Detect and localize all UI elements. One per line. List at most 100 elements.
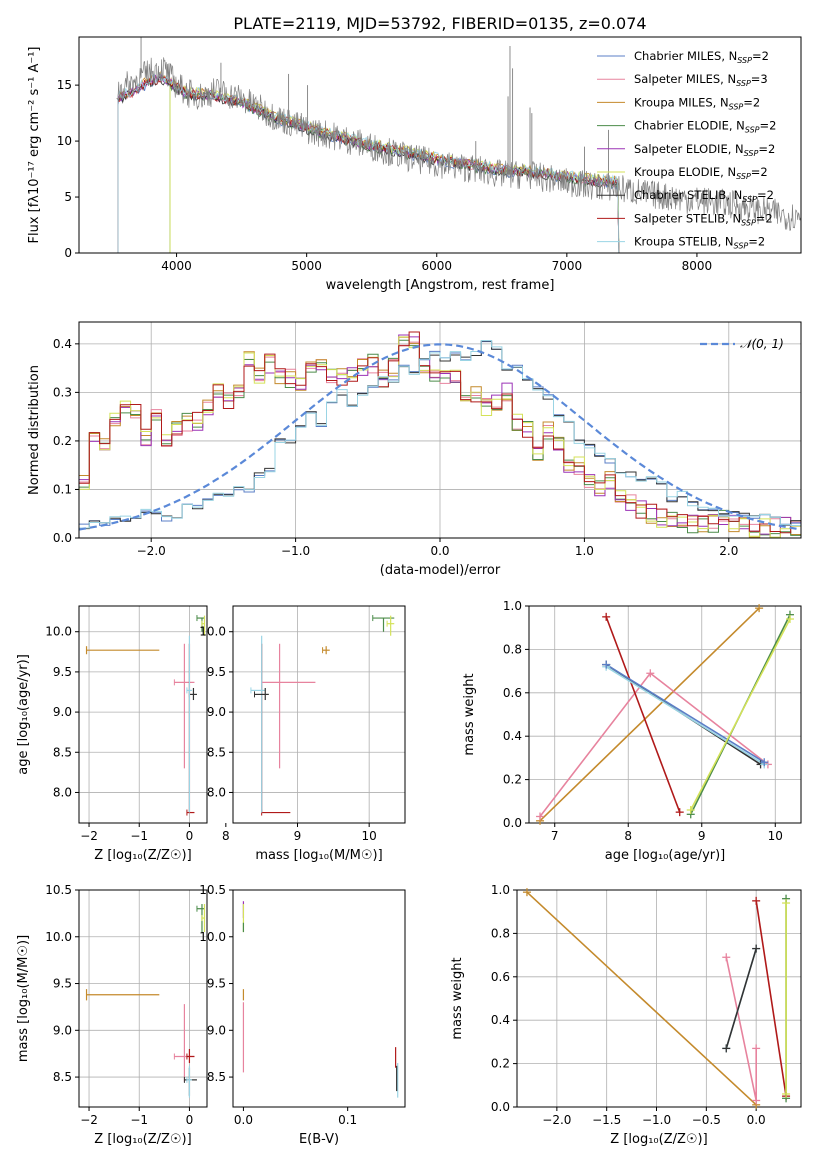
weight_vs_Z-plot-area <box>517 890 801 1107</box>
y-tick-label: 0.1 <box>53 482 72 496</box>
weight-line <box>526 891 757 1106</box>
y-tick-label: 0.4 <box>53 337 72 351</box>
x-tick-label: −2 <box>80 1113 98 1127</box>
weight-line <box>605 663 765 763</box>
x-tick-label: −2.0 <box>542 1113 571 1127</box>
mass_vs_Z-frame <box>78 889 208 1108</box>
spectrum-frame <box>78 36 802 254</box>
age_vs_Z-plot-area <box>79 606 207 823</box>
y-tick-label: 10.5 <box>45 883 72 897</box>
x-tick-label: 1.0 <box>575 544 594 558</box>
x-axis-label: Z [log₁₀(Z/Z☉)] <box>94 1132 191 1147</box>
y-tick-label: 9.5 <box>207 977 226 991</box>
y-tick-label: 9.0 <box>207 705 226 719</box>
legend-label: Kroupa MILES, NSSP=2 <box>634 95 760 111</box>
y-tick-label: 10.0 <box>45 625 72 639</box>
x-axis-label: Z [log₁₀(Z/Z☉)] <box>94 848 191 863</box>
y-tick-label: 0.4 <box>491 1013 510 1027</box>
x-tick-label: 2.0 <box>719 544 738 558</box>
legend-value: =2 <box>743 95 760 109</box>
y-tick-label: 0.2 <box>491 1057 510 1071</box>
model-line <box>117 75 620 253</box>
y-tick-label: 9.5 <box>53 977 72 991</box>
y-tick-label: 0.8 <box>491 926 510 940</box>
legend-subscript: SSP <box>737 56 752 65</box>
model-line <box>117 72 620 253</box>
y-tick-label: 5 <box>64 190 72 204</box>
y-tick-label: 15 <box>57 78 72 92</box>
y-tick-label: 0.6 <box>503 686 522 700</box>
weight-line <box>755 900 787 1097</box>
weight-line <box>725 948 757 1049</box>
legend-value: =2 <box>757 188 774 202</box>
mass_vs_Z-plot-area <box>79 890 207 1107</box>
weight-line <box>605 616 681 813</box>
legend-label: 𝒩(0, 1) <box>740 337 784 351</box>
x-tick-label: 9 <box>698 829 706 843</box>
residuals-plot-area <box>79 322 801 538</box>
x-tick-label: 5000 <box>291 259 322 273</box>
x-tick-label: −1.5 <box>592 1113 621 1127</box>
x-tick-label: 0.0 <box>747 1113 766 1127</box>
y-tick-label: 0.2 <box>53 434 72 448</box>
figure-title: PLATE=2119, MJD=53792, FIBERID=0135, z=0… <box>233 14 646 33</box>
weight_vs_Z-frame <box>516 889 802 1108</box>
legend-subscript: SSP <box>729 102 744 111</box>
y-tick-label: 8.0 <box>207 785 226 799</box>
y-tick-label: 9.0 <box>53 1023 72 1037</box>
y-tick-label: 0.0 <box>53 531 72 545</box>
y-tick-label: 0.6 <box>491 970 510 984</box>
y-tick-label: 0.2 <box>503 773 522 787</box>
observed-spectrum <box>116 57 801 231</box>
mass_vs_EBV-plot-area <box>242 901 399 1098</box>
y-tick-label: 8.0 <box>53 785 72 799</box>
y-axis-label: mass weight <box>462 673 477 755</box>
x-tick-label: −1.0 <box>642 1113 671 1127</box>
legend-label: Salpeter ELODIE, NSSP=2 <box>634 142 775 158</box>
legend-label: Kroupa STELIB, NSSP=2 <box>634 235 765 251</box>
y-axis-label: Flux [fλ10⁻¹⁷ erg cm⁻² s⁻¹ A⁻¹] <box>27 47 42 244</box>
legend-label: Chabrier ELODIE, NSSP=2 <box>634 119 776 135</box>
normal-curve <box>79 343 799 531</box>
x-tick-label: 0.0 <box>234 1113 253 1127</box>
x-tick-label: −1 <box>130 1113 148 1127</box>
y-tick-label: 0.0 <box>503 816 522 830</box>
y-axis-label: mass [log₁₀(M/M☉)] <box>16 935 31 1062</box>
y-tick-label: 9.5 <box>53 665 72 679</box>
x-tick-label: −1 <box>130 829 148 843</box>
y-tick-label: 10 <box>57 134 72 148</box>
y-tick-label: 9.0 <box>53 705 72 719</box>
legend-subscript: SSP <box>742 195 757 204</box>
histogram-step <box>79 334 801 538</box>
y-tick-label: 1.0 <box>503 599 522 613</box>
y-tick-label: 8.5 <box>207 1070 226 1084</box>
legend-subscript: SSP <box>736 79 751 88</box>
legend-label: Kroupa ELODIE, NSSP=2 <box>634 165 768 181</box>
x-axis-label: age [log₁₀(age/yr)] <box>605 848 726 863</box>
weight-line <box>725 957 757 1101</box>
plot-root: 4000 5000 6000 7000 8000 0 5 10 15 wavelength [An… <box>16 36 802 1147</box>
x-tick-label: 8 <box>624 829 632 843</box>
y-tick-label: 10.5 <box>199 883 226 897</box>
legend-label: Chabrier STELIB, NSSP=2 <box>634 188 774 204</box>
x-tick-label: 0.1 <box>338 1113 357 1127</box>
x-tick-label: 4000 <box>161 259 192 273</box>
x-tick-label: 6000 <box>421 259 452 273</box>
y-tick-label: 8.5 <box>207 745 226 759</box>
residuals-frame <box>78 321 802 539</box>
x-tick-label: 0 <box>186 1113 194 1127</box>
weight-line <box>539 607 760 822</box>
x-axis-label: E(B-V) <box>299 1132 339 1147</box>
legend-label: Salpeter MILES, NSSP=3 <box>634 72 768 88</box>
x-tick-label: −0.5 <box>692 1113 721 1127</box>
age_vs_mass-frame <box>232 605 406 824</box>
legend-subscript: SSP <box>741 218 756 227</box>
x-tick-label: 0.0 <box>430 544 449 558</box>
mass_vs_EBV-frame <box>232 889 406 1108</box>
legend-subscript: SSP <box>734 242 749 251</box>
legend-value: =2 <box>760 119 777 133</box>
model-line <box>117 73 620 253</box>
x-tick-label: −2.0 <box>137 544 166 558</box>
y-tick-label: 0 <box>64 246 72 260</box>
y-tick-label: 0.3 <box>53 385 72 399</box>
